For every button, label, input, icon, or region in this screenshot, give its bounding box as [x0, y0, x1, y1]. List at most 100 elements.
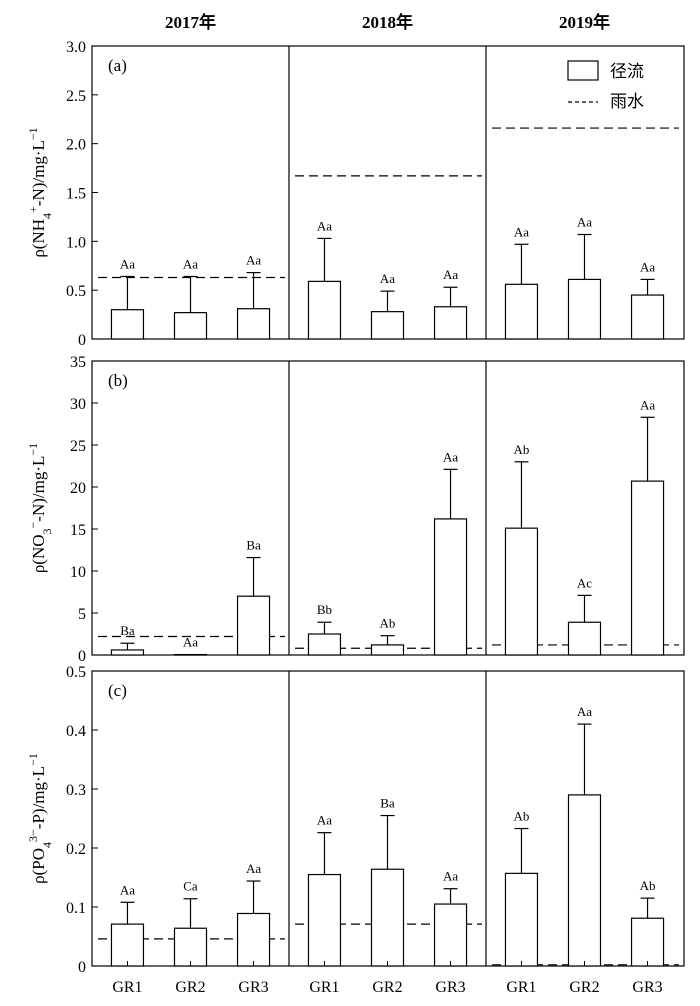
y-tick-label: 0.1 [66, 900, 86, 917]
y-tick-label: 1.5 [66, 186, 86, 203]
significance-label: Aa [183, 635, 198, 650]
bar-1-2-1 [567, 621, 602, 656]
bar-1-1-2 [433, 518, 468, 656]
y-label-sub: 4 [40, 842, 54, 848]
significance-label: Ab [514, 442, 530, 457]
significance-label: Bb [317, 602, 332, 617]
y-label-sub: 4 [40, 213, 54, 219]
x-tick-label: GR3 [632, 979, 662, 996]
y-tick-label: 0.2 [66, 841, 86, 858]
y-label-unit-sup: −1 [26, 753, 40, 766]
y-tick-label: 3.0 [66, 39, 86, 56]
bar-2-2-2 [630, 917, 665, 967]
y-tick-label: 20 [70, 480, 86, 497]
significance-label: Aa [120, 256, 135, 271]
y-tick-label: 0.4 [66, 723, 86, 740]
y-tick-label: 10 [70, 564, 86, 581]
bar-1-2-2 [630, 480, 665, 656]
bar-0-1-0 [307, 280, 342, 340]
x-tick-label: GR3 [238, 979, 268, 996]
significance-label: Aa [577, 704, 592, 719]
significance-label: Aa [317, 218, 332, 233]
y-tick-label: 35 [70, 354, 86, 371]
significance-label: Aa [183, 256, 198, 271]
panel-label-0: (a) [108, 56, 127, 75]
y-tick-label: 2.5 [66, 88, 86, 105]
significance-label: Ca [183, 879, 198, 894]
y-label-sup: 3− [26, 829, 40, 842]
bar-2-1-2 [433, 903, 468, 967]
significance-label: Ba [246, 538, 261, 553]
bar-0-2-0 [504, 283, 539, 340]
y-tick-label: 0 [78, 332, 86, 349]
year-header-0: 2017年 [165, 12, 216, 32]
panel-frame-1 [91, 360, 685, 656]
significance-label: Aa [380, 271, 395, 286]
bar-0-1-1 [370, 311, 405, 340]
bar-1-2-0 [504, 527, 539, 656]
y-tick-label: 0 [78, 959, 86, 976]
significance-label: Ab [380, 616, 396, 631]
significance-label: Aa [640, 259, 655, 274]
significance-label: Ba [380, 796, 395, 811]
legend-rain-label: 雨水 [610, 92, 644, 112]
bar-1-1-1 [370, 644, 405, 656]
significance-label: Aa [317, 813, 332, 828]
y-tick-label: 5 [78, 606, 86, 623]
bar-1-0-0 [110, 649, 145, 656]
legend-runoff-swatch [567, 60, 599, 81]
bar-2-2-1 [567, 794, 602, 967]
significance-label: Aa [246, 253, 261, 268]
bar-0-0-0 [110, 309, 145, 340]
bar-2-1-1 [370, 868, 405, 967]
y-label-unit: -N)/mg·L [29, 456, 48, 522]
y-label-sup: − [26, 521, 40, 528]
bar-0-2-2 [630, 294, 665, 340]
y-label-unit: -N)/mg·L [29, 140, 48, 206]
y-axis-label-1: ρ(NO3−-N)/mg·L−1 [26, 443, 54, 573]
y-label-sub: 3 [40, 528, 54, 534]
y-tick-label: 0.5 [66, 664, 86, 681]
y-tick-label: 0.5 [66, 283, 86, 300]
bar-2-2-0 [504, 872, 539, 967]
y-tick-label: 15 [70, 522, 86, 539]
y-label-main: ρ(PO [29, 848, 48, 884]
y-axis-label-0: ρ(NH4+-N)/mg·L−1 [26, 127, 54, 257]
y-tick-label: 1.0 [66, 234, 86, 251]
bar-1-0-2 [236, 595, 271, 656]
legend-runoff-label: 径流 [610, 62, 644, 82]
bar-2-0-0 [110, 923, 145, 967]
significance-label: Aa [577, 214, 592, 229]
bar-0-0-1 [173, 312, 208, 340]
x-tick-label: GR3 [435, 979, 465, 996]
bar-0-1-2 [433, 306, 468, 340]
bar-0-0-2 [236, 308, 271, 340]
y-label-main: ρ(NO [29, 534, 48, 573]
significance-label: Aa [120, 882, 135, 897]
significance-label: Aa [443, 449, 458, 464]
y-axis-label-2: ρ(PO43−-P)/mg·L−1 [26, 753, 54, 884]
x-tick-label: GR1 [112, 979, 142, 996]
y-tick-label: 0.3 [66, 782, 86, 799]
bar-2-0-2 [236, 912, 271, 967]
y-tick-label: 2.0 [66, 137, 86, 154]
significance-label: Ab [514, 809, 530, 824]
year-header-2: 2019年 [559, 12, 610, 32]
y-tick-label: 25 [70, 438, 86, 455]
bar-2-0-1 [173, 927, 208, 967]
x-tick-label: GR1 [506, 979, 536, 996]
x-tick-label: GR1 [309, 979, 339, 996]
bar-0-2-1 [567, 278, 602, 340]
significance-label: Aa [246, 861, 261, 876]
y-tick-label: 0 [78, 648, 86, 665]
bar-2-1-0 [307, 873, 342, 967]
y-label-main: ρ(NH [29, 219, 48, 258]
y-label-unit-sup: −1 [26, 127, 40, 140]
significance-label: Aa [514, 224, 529, 239]
x-tick-label: GR2 [569, 979, 599, 996]
significance-label: Ac [577, 575, 592, 590]
panel-label-2: (c) [108, 681, 127, 700]
y-label-sup: + [26, 206, 40, 213]
y-label-unit-sup: −1 [26, 443, 40, 456]
